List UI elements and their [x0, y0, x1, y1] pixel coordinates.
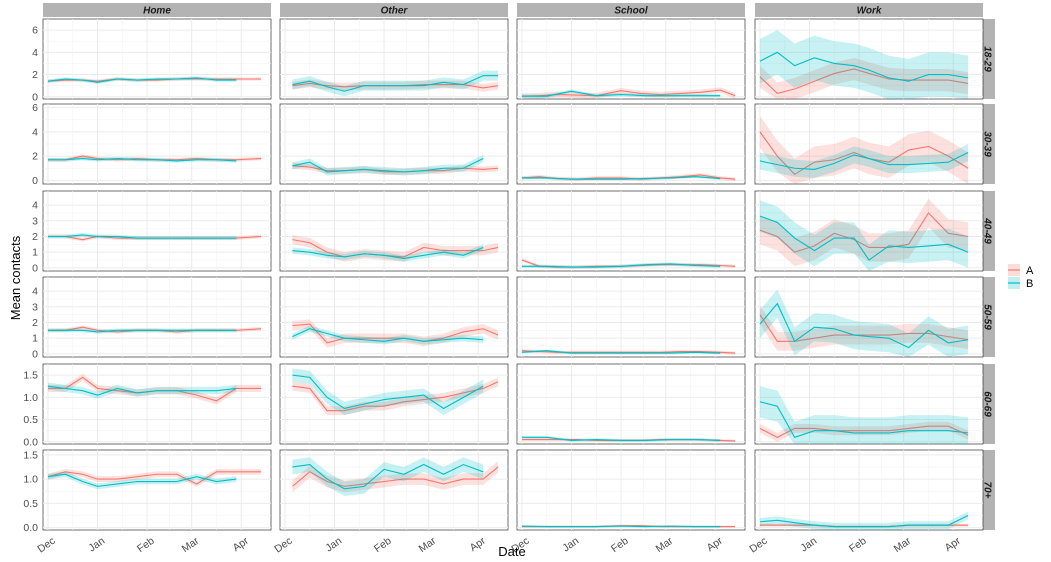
- y-tick-label: 1: [32, 333, 38, 345]
- panel-frame: [517, 19, 745, 99]
- panel-other-70+: [280, 450, 508, 530]
- x-tick-label: Feb: [609, 535, 631, 555]
- panel-work-50-59: [755, 277, 983, 357]
- panel-school-30-39: [517, 104, 745, 184]
- y-tick-label: 1.0: [23, 392, 38, 404]
- y-tick-label: 6: [32, 25, 38, 37]
- panel-home-30-39: [43, 104, 271, 184]
- x-tick-label: Feb: [847, 535, 869, 555]
- y-tick-label: 2: [32, 231, 38, 243]
- x-tick-label: Feb: [135, 535, 157, 555]
- x-tick-label: Apr: [468, 535, 489, 554]
- panel-frame: [43, 450, 271, 530]
- x-tick-label: Dec: [747, 535, 769, 556]
- panel-frame: [517, 191, 745, 271]
- x-tick-label: Apr: [943, 535, 964, 554]
- y-tick-label: 2: [32, 151, 38, 163]
- panel-other-18-29: [280, 19, 508, 99]
- x-tick-label: Dec: [35, 535, 57, 556]
- y-tick-label: 2: [32, 317, 38, 329]
- panel-frame: [517, 364, 745, 444]
- y-tick-label: 0.5: [23, 414, 38, 426]
- panel-frame: [43, 277, 271, 357]
- y-tick-label: 4: [32, 200, 38, 212]
- panel-school-50-59: [517, 277, 745, 357]
- panel-work-70+: [755, 450, 983, 530]
- x-tick-label: Mar: [654, 535, 676, 555]
- y-tick-label: 2: [32, 69, 38, 81]
- x-tick-label: Dec: [272, 535, 294, 556]
- panel-school-60-69: [517, 364, 745, 444]
- col-strip-label-other: Other: [381, 6, 409, 17]
- x-axis-title: Date: [498, 544, 525, 557]
- x-tick-label: Jan: [560, 535, 581, 555]
- y-tick-label: 1: [32, 247, 38, 259]
- x-tick-label: Apr: [705, 535, 726, 554]
- y-tick-label: 0.0: [23, 522, 38, 534]
- panel-frame: [43, 364, 271, 444]
- panel-home-60-69: [43, 364, 271, 444]
- panel-home-18-29: [43, 19, 271, 99]
- y-tick-label: 0.5: [23, 498, 38, 510]
- panel-frame: [280, 277, 508, 357]
- panel-frame: [43, 191, 271, 271]
- y-tick-label: 0.0: [23, 436, 38, 448]
- x-tick-label: Jan: [323, 535, 344, 555]
- col-strip-label-work: Work: [857, 6, 882, 17]
- panel-frame: [517, 450, 745, 530]
- x-tick-label: Mar: [417, 535, 439, 555]
- panel-frame: [755, 450, 983, 530]
- x-tick-label: Mar: [180, 535, 202, 555]
- panel-frame: [43, 19, 271, 99]
- y-tick-label: 0: [32, 175, 38, 187]
- col-strip-label-school: School: [614, 6, 648, 17]
- panel-work-18-29: [755, 19, 983, 99]
- x-tick-label: Apr: [231, 535, 252, 554]
- x-tick-label: Jan: [86, 535, 107, 555]
- y-tick-label: 1.5: [23, 449, 38, 461]
- col-strip-label-home: Home: [143, 6, 171, 17]
- x-tick-label: Feb: [372, 535, 394, 555]
- y-tick-label: 4: [32, 286, 38, 298]
- panel-home-50-59: [43, 277, 271, 357]
- x-tick-label: Mar: [892, 535, 914, 555]
- y-tick-label: 3: [32, 301, 38, 313]
- y-axis-title: Mean contacts: [8, 235, 23, 320]
- panel-other-60-69: [280, 364, 508, 444]
- panel-frame: [517, 277, 745, 357]
- panel-school-40-49: [517, 191, 745, 271]
- panel-school-70+: [517, 450, 745, 530]
- y-tick-label: 0: [32, 348, 38, 360]
- y-tick-label: 1.0: [23, 474, 38, 486]
- panel-other-30-39: [280, 104, 508, 184]
- panel-other-50-59: [280, 277, 508, 357]
- legend-label-b: B: [1026, 278, 1033, 290]
- panel-home-40-49: [43, 191, 271, 271]
- y-tick-label: 4: [32, 126, 38, 138]
- y-tick-label: 0: [32, 262, 38, 274]
- y-tick-label: 4: [32, 47, 38, 59]
- x-tick-label: Jan: [798, 535, 819, 555]
- panel-other-40-49: [280, 191, 508, 271]
- panel-work-60-69: [755, 364, 983, 444]
- panel-home-70+: [43, 450, 271, 530]
- panel-work-40-49: [755, 191, 983, 271]
- panel-school-18-29: [517, 19, 745, 99]
- y-tick-label: 3: [32, 215, 38, 227]
- y-tick-label: 1.5: [23, 370, 38, 382]
- panel-work-30-39: [755, 104, 983, 184]
- y-tick-label: 6: [32, 102, 38, 114]
- legend-label-a: A: [1026, 265, 1034, 277]
